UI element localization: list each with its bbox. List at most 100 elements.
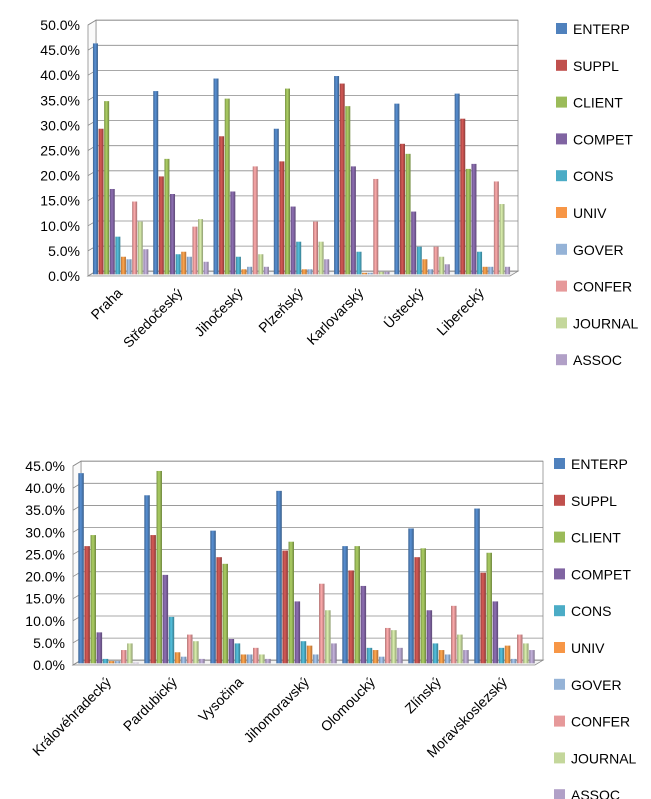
bar-suppl <box>460 118 466 275</box>
legend-label-journal: JOURNAL <box>573 315 639 331</box>
y-tick-label: 35.0% <box>40 92 80 108</box>
bar-suppl <box>150 535 156 664</box>
bar-assoc <box>324 259 330 275</box>
bar-journal <box>127 643 133 664</box>
bar-compet <box>426 610 433 664</box>
chart-top: 0.0% 5.0% 10.0% 15.0% 20.0% 25.0% 30.0% 35.0% 40… <box>40 17 639 368</box>
legend-label-journal: JOURNAL <box>571 750 637 766</box>
legend-swatch-enterp <box>554 458 565 469</box>
x-category-label: Olomoucký <box>317 674 378 735</box>
x-category-label: Pardubický <box>120 674 180 734</box>
x-category-label: Zlínský <box>401 674 444 717</box>
x-category-label: Královéhradecký <box>29 674 114 759</box>
bar-univ <box>241 269 247 275</box>
bar-univ <box>301 269 307 275</box>
legend-swatch-cons <box>554 605 565 617</box>
legend-label-client: CLIENT <box>573 95 623 111</box>
bar-enterp <box>213 78 219 275</box>
bar-assoc <box>529 650 535 664</box>
bar-client <box>90 535 96 664</box>
bar-client <box>345 106 351 275</box>
legend-label-cons: CONS <box>571 603 611 619</box>
bar-assoc <box>505 266 511 275</box>
legend-label-compet: COMPET <box>573 131 633 147</box>
bar-compet <box>290 206 296 275</box>
legend-label-assoc: ASSOC <box>571 787 620 799</box>
bar-cons <box>235 256 241 275</box>
y-tick-label: 10.0% <box>40 218 80 234</box>
bar-enterp <box>276 490 282 664</box>
bar-enterp <box>394 103 400 275</box>
bar-cons <box>300 641 307 664</box>
bar-journal <box>259 654 265 664</box>
bar-enterp <box>454 93 460 275</box>
bar-assoc <box>143 249 149 275</box>
y-tick-label: 10.0% <box>25 613 65 629</box>
bar-univ <box>422 259 428 275</box>
bar-client <box>285 88 290 275</box>
legend-label-client: CLIENT <box>571 530 621 546</box>
y-tick-label: 45.0% <box>25 458 65 474</box>
bar-univ <box>181 251 187 275</box>
bar-univ <box>120 256 126 275</box>
bar-cons <box>416 246 422 275</box>
bar-confer <box>187 634 193 664</box>
x-category-label: Jihomoravský <box>240 674 312 746</box>
chart-bottom: 0.0% 5.0% 10.0% 15.0% 20.0% 25.0% 30.0% 35.0% 40… <box>25 456 637 799</box>
bar-client <box>104 101 110 275</box>
bar-suppl <box>414 557 420 664</box>
bar-suppl <box>219 136 225 275</box>
bar-univ <box>240 654 247 664</box>
y-tick-label: 50.0% <box>40 17 80 33</box>
bar-suppl <box>348 570 354 664</box>
legend-swatch-univ <box>554 642 565 653</box>
y-tick-label: 5.0% <box>48 243 80 259</box>
x-category-label: Praha <box>88 285 126 323</box>
bar-enterp <box>408 528 414 664</box>
y-tick-label: 20.0% <box>25 569 65 585</box>
bar-confer <box>121 650 127 664</box>
bar-assoc <box>331 643 337 664</box>
bar-cons <box>234 643 241 664</box>
legend-label-enterp: ENTERP <box>573 21 630 37</box>
bar-assoc <box>444 264 450 275</box>
legend-swatch-journal <box>554 752 565 764</box>
legend-swatch-confer <box>554 715 565 727</box>
bar-suppl <box>480 572 486 664</box>
bar-compet <box>411 211 417 275</box>
bar-cons <box>102 658 109 664</box>
legend-label-gover: GOVER <box>573 242 624 258</box>
bar-compet <box>492 601 499 664</box>
bar-client <box>156 470 162 664</box>
legend-swatch-suppl <box>554 494 565 506</box>
bar-confer <box>373 178 379 275</box>
bar-client <box>288 541 294 664</box>
bar-client <box>222 563 228 664</box>
legend-label-suppl: SUPPL <box>571 493 617 509</box>
bar-confer <box>517 634 523 664</box>
legend-swatch-univ <box>556 207 567 218</box>
bar-client <box>354 546 360 664</box>
bar-enterp <box>273 128 279 275</box>
bar-confer <box>132 201 138 275</box>
bar-enterp <box>153 91 159 275</box>
bar-suppl <box>339 83 345 275</box>
bar-journal <box>325 610 331 664</box>
legend-swatch-client <box>554 531 565 543</box>
bar-compet <box>350 166 356 275</box>
x-category-label: Jihočeský <box>191 285 246 340</box>
legend-label-gover: GOVER <box>571 677 622 693</box>
legend-label-suppl: SUPPL <box>573 58 619 74</box>
legend-swatch-journal <box>556 317 567 329</box>
gridline <box>87 19 518 26</box>
y-tick-label: 40.0% <box>40 67 80 83</box>
bar-compet <box>170 194 176 275</box>
legend-swatch-assoc <box>554 789 565 799</box>
legend-label-compet: COMPET <box>571 566 631 582</box>
legend-swatch-suppl <box>556 59 567 71</box>
bar-compet <box>230 191 236 275</box>
bar-assoc <box>203 261 209 275</box>
legend-swatch-gover <box>556 243 567 255</box>
bar-compet <box>228 638 235 664</box>
legend-label-univ: UNIV <box>573 205 607 221</box>
